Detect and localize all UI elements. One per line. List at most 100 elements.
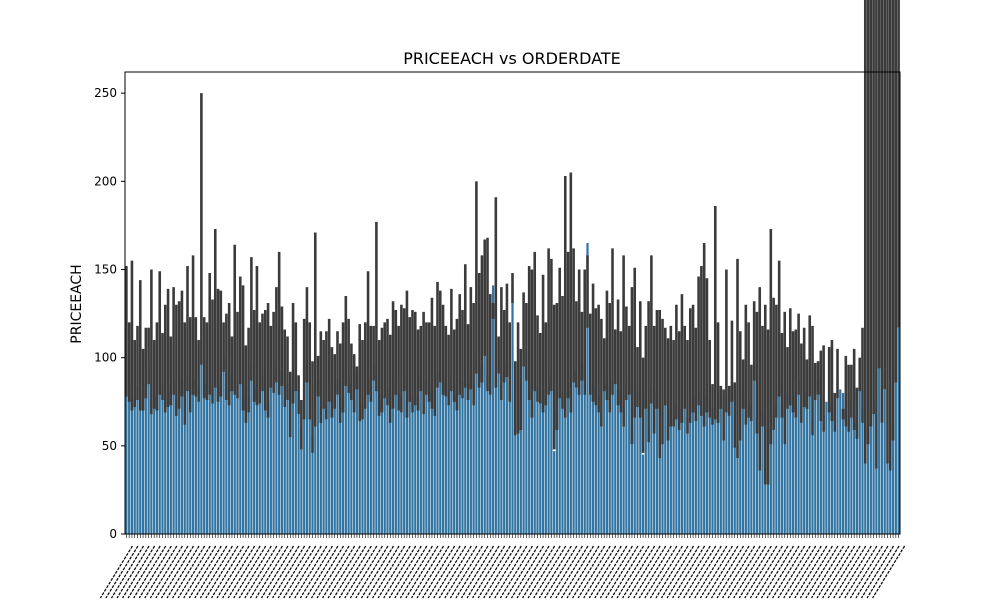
bar [311,435,314,534]
bar [341,396,345,534]
bar [397,394,400,534]
x-tick-label [722,545,756,599]
bar [316,380,320,534]
x-tick-label [816,545,850,599]
bar [864,463,867,534]
bar [305,366,309,534]
x-tick-label [588,545,622,599]
bar [530,401,534,534]
bar [291,387,295,534]
x-tick-label [610,545,645,599]
bar [589,378,592,534]
x-tick-label [233,545,267,599]
x-tick-label [855,545,889,599]
bar [541,396,545,534]
y-tick-label: 150 [94,262,117,276]
bar [219,380,222,534]
x-tick-label [166,545,200,599]
x-tick-label [749,545,783,599]
bar [269,371,272,534]
x-tick-label [255,545,289,599]
x-tick-label [199,545,233,599]
bar [469,373,472,534]
y-tick-label: 100 [94,351,117,365]
bar [189,396,192,534]
bar [200,340,203,534]
bar [425,378,428,534]
bar [414,389,417,534]
bar [700,399,703,534]
bar [294,375,297,534]
bar [708,401,711,534]
bar [766,484,770,534]
bar [519,396,522,534]
x-tick-label [638,545,672,599]
bar [741,392,745,534]
bar [647,426,650,534]
bar [778,380,781,534]
bar [186,375,189,534]
bar [575,371,578,534]
bar [564,401,567,534]
x-tick-label [305,545,339,599]
bar [178,392,181,534]
x-tick-label [316,545,350,599]
bar [275,366,278,534]
x-tick-label [160,545,195,599]
bar [544,389,547,534]
chart-title: PRICEEACH vs ORDERDATE [403,49,621,68]
bar [550,375,553,534]
bar [850,401,853,534]
bar [686,417,689,534]
x-tick-label [760,545,795,599]
bar [603,375,606,534]
bar [289,415,292,534]
x-tick-label [872,545,906,599]
x-tick-label [183,545,217,599]
bar [347,377,350,534]
bar [683,392,686,534]
bar [555,414,559,534]
x-tick-label [138,545,172,599]
x-tick-label [433,545,467,599]
x-tick-label [838,545,872,599]
x-tick-label [772,545,806,599]
x-tick-label [788,545,822,599]
x-tick-label [694,545,728,599]
bar [653,417,656,534]
bar [472,389,475,534]
x-tick-label [455,545,489,599]
bar [747,401,750,534]
bar [791,396,795,534]
bar [436,371,439,534]
bar [355,373,359,534]
bar [136,385,139,534]
bar [361,403,364,534]
x-tick-label [222,545,256,599]
bar [600,410,603,534]
bar [655,392,659,534]
bar [303,403,306,534]
bar [597,396,600,534]
bar [561,392,564,534]
x-tick-label [477,545,511,599]
x-tick-label [633,545,667,599]
x-tick-label [299,545,333,599]
x-tick-label [205,545,239,599]
x-tick-label [266,545,300,599]
bar [486,375,489,534]
bar [233,378,236,534]
bar [641,454,645,534]
bar [675,403,678,534]
bar [605,384,609,534]
bar [811,419,814,534]
bar [322,392,325,534]
bar [736,445,739,534]
bar [819,405,822,534]
bar [622,410,625,534]
x-tick-label [366,545,400,599]
x-tick-label [344,545,378,599]
bar [239,368,242,534]
x-tick-label [649,545,683,599]
bar [839,389,842,534]
